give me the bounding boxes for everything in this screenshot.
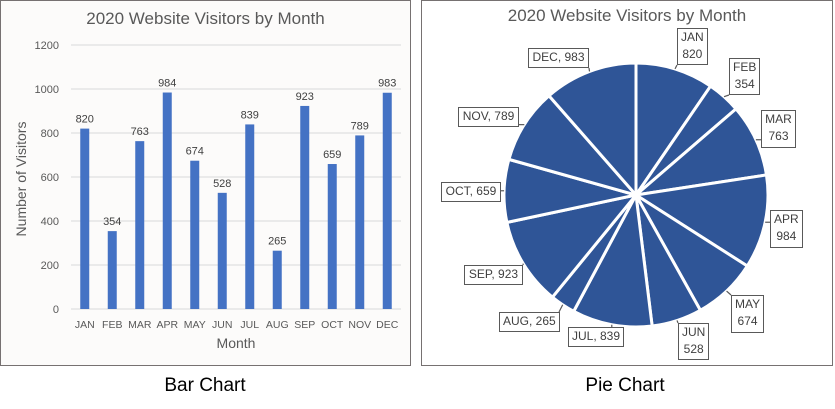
x-tick-label: NOV bbox=[348, 319, 371, 331]
bar-mar bbox=[135, 141, 145, 309]
bar-chart-plot: 0 200 400 600 800 1000 1200 820 JAN 354 FEB 763 MAR 9… bbox=[35, 40, 401, 331]
pie-chart-title: 2020 Website Visitors by Month bbox=[507, 6, 747, 25]
x-tick-label: AUG bbox=[266, 319, 289, 331]
pie-label-aug: AUG, 265 bbox=[499, 312, 560, 332]
bar-data-label: 839 bbox=[241, 109, 259, 121]
bar-data-label: 659 bbox=[323, 149, 341, 161]
pie-label-apr: APR 984 bbox=[770, 210, 803, 248]
bar-nov bbox=[355, 135, 365, 309]
x-tick-label: JUN bbox=[212, 319, 232, 331]
y-tick-label: 0 bbox=[53, 304, 59, 316]
bar-data-label: 923 bbox=[296, 91, 314, 103]
pie-label-oct: OCT, 659 bbox=[441, 182, 501, 202]
pie-label-may: MAY 674 bbox=[731, 295, 765, 333]
pie-label-mar: MAR 763 bbox=[761, 110, 796, 148]
bar-chart-title: 2020 Website Visitors by Month bbox=[86, 9, 325, 28]
bar-chart-panel: 2020 Website Visitors by Month 0 200 400 60… bbox=[0, 0, 411, 366]
y-tick-label: 400 bbox=[41, 216, 59, 228]
x-tick-label: JUL bbox=[240, 319, 259, 331]
bar-data-label: 789 bbox=[351, 120, 369, 132]
pie-label-dec: DEC, 983 bbox=[528, 48, 589, 68]
bar-x-axis-label: Month bbox=[216, 335, 256, 351]
x-tick-label: MAR bbox=[128, 319, 152, 331]
bar-data-label: 983 bbox=[378, 78, 396, 90]
x-tick-label: JAN bbox=[75, 319, 95, 331]
bar-may bbox=[190, 160, 200, 309]
bar-data-label: 265 bbox=[268, 236, 286, 248]
bar-data-label: 763 bbox=[131, 126, 149, 138]
x-tick-label: MAY bbox=[184, 319, 206, 331]
bar-jan bbox=[80, 128, 90, 309]
x-tick-label: FEB bbox=[102, 319, 122, 331]
pie-chart-caption: Pie Chart bbox=[585, 375, 665, 396]
pie-label-jun: JUN 528 bbox=[678, 323, 710, 360]
y-tick-label: 1200 bbox=[35, 40, 59, 52]
bar-data-label: 528 bbox=[213, 178, 231, 190]
bar-chart-caption: Bar Chart bbox=[164, 375, 246, 396]
x-tick-label: SEP bbox=[294, 319, 315, 331]
y-tick-label: 800 bbox=[41, 128, 59, 140]
bar-feb bbox=[107, 231, 117, 309]
x-tick-label: DEC bbox=[376, 319, 399, 331]
pie-label-jul: JUL, 839 bbox=[568, 327, 625, 347]
pie-label-feb: FEB 354 bbox=[729, 58, 761, 95]
y-tick-label: 200 bbox=[41, 260, 59, 272]
pie-label-sep: SEP, 923 bbox=[464, 265, 523, 285]
bar-aug bbox=[272, 250, 282, 309]
bar-y-axis-label: Number of Visitors bbox=[13, 121, 29, 237]
bar-dec bbox=[382, 92, 392, 310]
y-tick-label: 1000 bbox=[35, 84, 59, 96]
x-tick-label: OCT bbox=[321, 319, 344, 331]
pie-label-nov: NOV, 789 bbox=[458, 107, 519, 127]
x-tick-label: APR bbox=[156, 319, 178, 331]
bar-apr bbox=[162, 92, 172, 310]
bar-jul bbox=[245, 124, 255, 309]
pie-label-jan: JAN 820 bbox=[677, 28, 708, 65]
bar-jun bbox=[217, 192, 227, 309]
bar-data-label: 674 bbox=[186, 146, 204, 158]
bar-data-label: 820 bbox=[76, 114, 94, 126]
bar-sep bbox=[300, 105, 310, 309]
bar-data-label: 984 bbox=[158, 78, 176, 90]
bar-oct bbox=[327, 164, 337, 309]
bar-data-label: 354 bbox=[103, 216, 121, 228]
y-tick-label: 600 bbox=[41, 172, 59, 184]
